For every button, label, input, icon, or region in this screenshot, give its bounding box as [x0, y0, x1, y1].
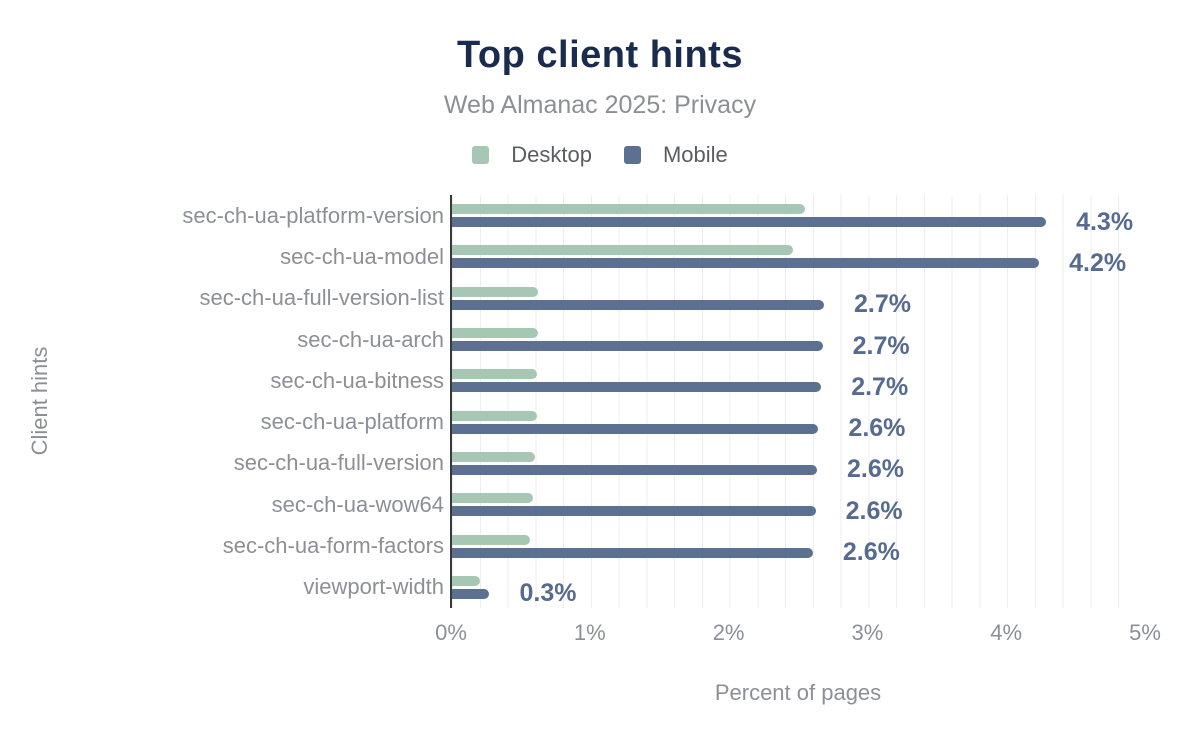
mobile-bar-line: 2.6% — [452, 416, 1146, 441]
x-tick-label: 5% — [1129, 620, 1161, 645]
mobile-bar[interactable] — [452, 506, 816, 517]
value-label: 2.7% — [852, 331, 910, 360]
desktop-bar[interactable] — [452, 534, 530, 545]
desktop-bar[interactable] — [452, 493, 533, 504]
mobile-bar-line: 2.7% — [452, 292, 1146, 317]
desktop-bar[interactable] — [452, 451, 536, 462]
mobile-bar-line: 2.6% — [452, 498, 1146, 523]
mobile-bar-line: 2.7% — [452, 374, 1146, 399]
mobile-bar[interactable] — [452, 547, 813, 558]
mobile-bar[interactable] — [452, 217, 1047, 228]
x-tick-label: 4% — [990, 620, 1023, 645]
legend-item-desktop[interactable]: Desktop — [472, 142, 592, 168]
chart-title: Top client hints — [457, 34, 743, 76]
desktop-bar[interactable] — [452, 286, 539, 297]
mobile-bar[interactable] — [452, 382, 822, 393]
legend: Desktop Mobile — [0, 142, 1200, 168]
value-label: 0.3% — [519, 579, 577, 608]
desktop-bar[interactable] — [452, 575, 480, 586]
desktop-bar[interactable] — [452, 245, 794, 256]
desktop-bar[interactable] — [452, 410, 537, 421]
plot-area: 4.3% 4.2% 2.7% 2.7% 2.7% 2.6% 2.6% 2.6% 2.6% 0.3% — [450, 195, 1146, 608]
value-label: 2.7% — [851, 372, 909, 401]
x-tick-label: 3% — [851, 620, 884, 645]
legend-label-desktop: Desktop — [511, 142, 592, 167]
category-labels: sec-ch-ua-platform-version sec-ch-ua-mode… — [0, 195, 444, 608]
x-axis-title: Percent of pages — [714, 680, 882, 705]
mobile-bar-line: 4.3% — [452, 209, 1146, 234]
category-label: viewport-width — [303, 574, 444, 600]
mobile-bar[interactable] — [452, 258, 1040, 269]
x-tick-label: 0% — [435, 620, 467, 645]
legend-label-mobile: Mobile — [662, 142, 728, 167]
desktop-bar[interactable] — [452, 328, 539, 339]
mobile-bar-line: 2.6% — [452, 540, 1146, 565]
category-label: sec-ch-ua-model — [280, 243, 444, 269]
category-label: sec-ch-ua-form-factors — [222, 533, 444, 559]
value-label: 2.7% — [853, 290, 911, 319]
category-label: sec-ch-ua-platform-version — [182, 202, 444, 228]
desktop-swatch-icon — [472, 146, 490, 164]
category-label: sec-ch-ua-bitness — [270, 367, 444, 393]
bar-group: 4.3% — [452, 195, 1146, 236]
mobile-bar-line: 2.7% — [452, 333, 1146, 358]
mobile-swatch-icon — [623, 146, 641, 164]
value-label: 2.6% — [847, 455, 905, 484]
mobile-bar-line: 2.6% — [452, 457, 1146, 482]
chart-subtitle: Web Almanac 2025: Privacy — [443, 91, 757, 119]
bar-group: 0.3% — [452, 567, 1146, 608]
category-label: sec-ch-ua-platform — [260, 409, 444, 435]
bar-group: 2.6% — [452, 484, 1146, 525]
bar-group: 2.7% — [452, 360, 1146, 401]
legend-item-mobile[interactable]: Mobile — [623, 142, 728, 168]
mobile-bar[interactable] — [452, 423, 819, 434]
desktop-bar[interactable] — [452, 369, 537, 380]
mobile-bar[interactable] — [452, 341, 823, 352]
bar-group: 2.7% — [452, 319, 1146, 360]
bar-group: 2.7% — [452, 278, 1146, 319]
bar-group: 2.6% — [452, 443, 1146, 484]
category-label: sec-ch-ua-full-version — [233, 450, 444, 476]
x-tick-label: 2% — [712, 620, 745, 645]
value-label: 4.2% — [1069, 248, 1127, 277]
mobile-bar[interactable] — [452, 588, 490, 599]
mobile-bar-line: 0.3% — [452, 581, 1146, 606]
mobile-bar[interactable] — [452, 464, 818, 475]
x-tick-label: 1% — [573, 620, 606, 645]
desktop-bar[interactable] — [452, 204, 805, 215]
value-label: 2.6% — [842, 538, 900, 567]
bar-group: 2.6% — [452, 525, 1146, 566]
category-label: sec-ch-ua-wow64 — [271, 491, 444, 517]
x-axis-ticks: 0% 1% 2% 3% 4% 5% — [0, 620, 1200, 646]
bar-group: 2.6% — [452, 401, 1146, 442]
mobile-bar[interactable] — [452, 299, 824, 310]
bar-group: 4.2% — [452, 236, 1146, 277]
mobile-bar-line: 4.2% — [452, 250, 1146, 275]
category-label: sec-ch-ua-arch — [297, 326, 444, 352]
value-label: 2.6% — [848, 414, 906, 443]
category-label: sec-ch-ua-full-version-list — [199, 285, 444, 311]
value-label: 2.6% — [845, 496, 903, 525]
value-label: 4.3% — [1076, 207, 1134, 236]
